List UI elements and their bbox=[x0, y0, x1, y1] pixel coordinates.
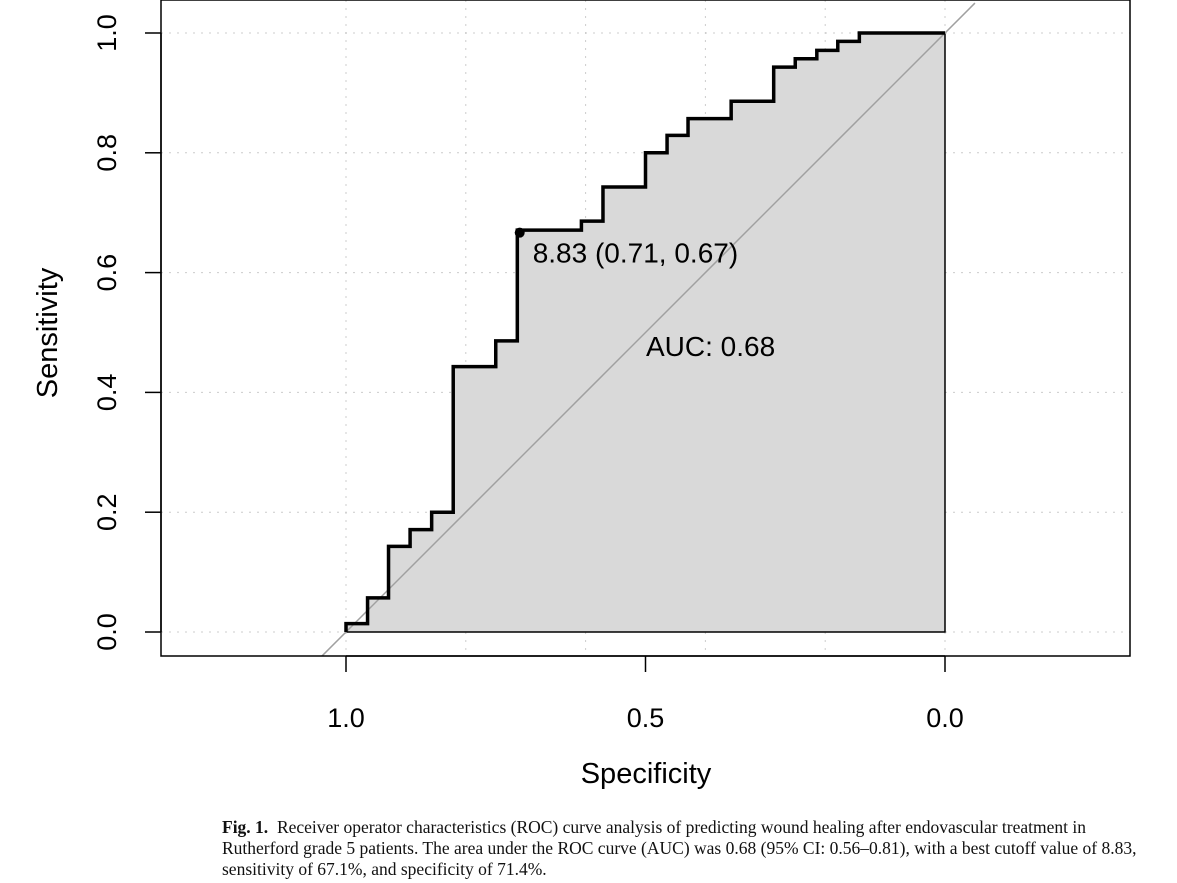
axes: 1.0 0.5 0.0 0.0 0.2 0.4 0.6 0.8 1.0 bbox=[92, 14, 964, 733]
best-cutoff-point bbox=[514, 227, 525, 238]
figure-caption: Fig. 1. Receiver operator characteristic… bbox=[222, 817, 1142, 880]
auc-label: AUC: 0.68 bbox=[646, 331, 775, 362]
y-tick-label: 0.6 bbox=[92, 254, 122, 292]
reference-diagonal bbox=[321, 2, 976, 656]
x-tick-label: 0.5 bbox=[627, 703, 665, 733]
y-tick-label: 1.0 bbox=[92, 14, 122, 52]
y-axis-label: Sensitivity bbox=[32, 267, 64, 398]
y-tick-label: 0.0 bbox=[92, 613, 122, 651]
y-tick-label: 0.2 bbox=[92, 493, 122, 531]
caption-text: Receiver operator characteristics (ROC) … bbox=[222, 817, 1137, 879]
y-tick-label: 0.4 bbox=[92, 374, 122, 412]
x-tick-label: 0.0 bbox=[926, 703, 964, 733]
x-tick-label: 1.0 bbox=[327, 703, 365, 733]
caption-label: Fig. 1. bbox=[222, 817, 269, 837]
roc-curve bbox=[344, 31, 945, 632]
best-cutoff-label: 8.83 (0.71, 0.67) bbox=[533, 238, 738, 269]
x-axis-label: Specificity bbox=[581, 758, 712, 790]
y-tick-label: 0.8 bbox=[92, 134, 122, 172]
